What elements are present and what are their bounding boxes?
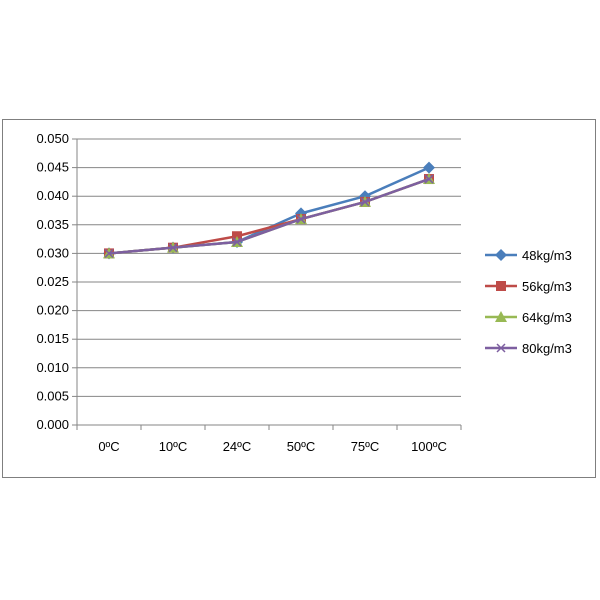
data-point-80kg-m3: [168, 243, 178, 253]
legend-label-80kg-m3: 80kg/m3: [522, 341, 572, 356]
legend-label-64kg-m3: 64kg/m3: [522, 310, 572, 325]
line-chart: 0.000 0.005 0.010 0.015 0.020 0.025 0.030 0.035…: [36, 131, 572, 454]
y-tick-label: 0.045: [36, 160, 69, 175]
data-point-80kg-m3: [360, 197, 370, 207]
data-point-80kg-m3: [424, 174, 434, 184]
x-tick-label: 50ºC: [287, 439, 316, 454]
legend-marker-56kg-m3: [496, 281, 506, 291]
y-tick-label: 0.050: [36, 131, 69, 146]
data-point-80kg-m3: [104, 248, 114, 258]
y-tick-label: 0.025: [36, 274, 69, 289]
legend-label-56kg-m3: 56kg/m3: [522, 279, 572, 294]
y-tick-label: 0.035: [36, 217, 69, 232]
y-tick-label: 0.000: [36, 417, 69, 432]
y-tick-label: 0.040: [36, 188, 69, 203]
series-line-80kg-m3: [108, 177, 430, 255]
x-tick-label: 100ºC: [411, 439, 447, 454]
y-tick-label: 0.010: [36, 360, 69, 375]
data-point-80kg-m3: [232, 237, 242, 247]
data-point-48kg-m3: [423, 161, 435, 174]
series-line-48kg-m3: [108, 166, 430, 255]
legend-marker-48kg-m3: [495, 249, 507, 261]
y-tick-label: 0.005: [36, 388, 69, 403]
data-point-80kg-m3: [296, 214, 306, 224]
legend-marker-64kg-m3: [495, 311, 507, 322]
legend-marker-80kg-m3: [496, 343, 506, 353]
y-tick-label: 0.015: [36, 331, 69, 346]
x-tick-label: 10ºC: [159, 439, 188, 454]
legend-label-48kg-m3: 48kg/m3: [522, 248, 572, 263]
x-tick-label: 24ºC: [223, 439, 252, 454]
y-tick-label: 0.030: [36, 245, 69, 260]
x-tick-label: 0ºC: [98, 439, 119, 454]
y-tick-label: 0.020: [36, 303, 69, 318]
chart-frame: 0.000 0.005 0.010 0.015 0.020 0.025 0.030 0.035…: [2, 119, 596, 478]
x-tick-label: 75ºC: [351, 439, 380, 454]
